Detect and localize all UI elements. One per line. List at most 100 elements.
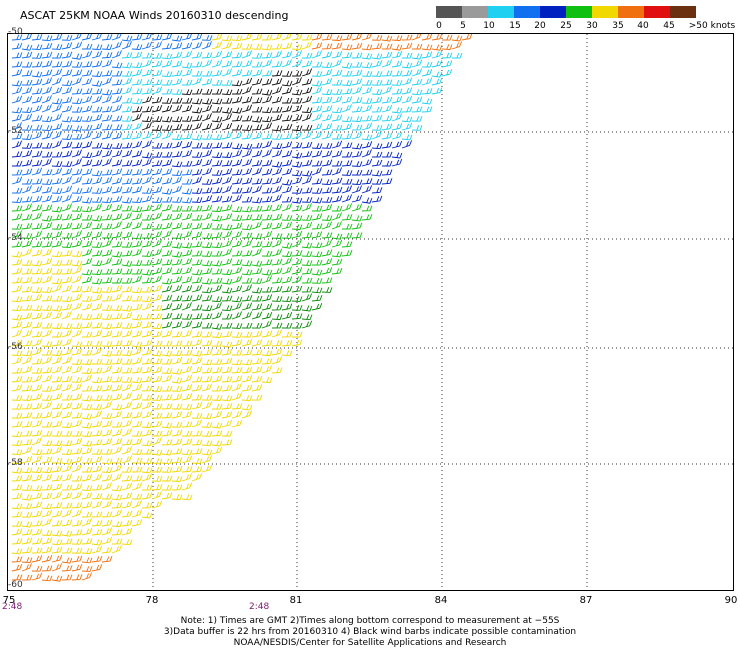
wind-barb	[201, 78, 213, 86]
wind-barb	[201, 305, 213, 312]
wind-barb	[161, 340, 173, 347]
wind-barb	[231, 52, 243, 59]
wind-barb	[181, 104, 193, 113]
wind-barb	[341, 151, 353, 158]
wind-barb	[51, 457, 63, 464]
wind-barb	[221, 419, 233, 428]
wind-barb	[61, 365, 73, 374]
wind-barb	[121, 221, 133, 230]
wind-barb	[11, 548, 23, 555]
wind-barb	[11, 133, 23, 140]
wind-barb	[31, 34, 43, 41]
wind-barb	[81, 527, 93, 536]
wind-barb	[411, 115, 423, 122]
wind-barb	[21, 95, 33, 104]
wind-barb	[331, 50, 343, 59]
wind-barb	[11, 213, 23, 221]
wind-barb	[201, 440, 213, 447]
wind-barb	[161, 259, 173, 266]
wind-barb	[121, 312, 133, 320]
wind-barb	[401, 77, 413, 86]
wind-barb	[142, 394, 153, 401]
wind-barb	[21, 385, 33, 392]
wind-barb	[321, 277, 333, 284]
wind-barb	[71, 491, 83, 500]
wind-barb	[111, 529, 123, 536]
wind-barb	[31, 150, 43, 158]
wind-barb	[191, 331, 203, 338]
wind-barb	[201, 455, 213, 464]
wind-barb	[51, 575, 63, 582]
wind-barb	[161, 394, 173, 401]
wind-barb	[231, 124, 243, 131]
wind-barb	[211, 122, 223, 131]
wind-barb	[101, 169, 113, 176]
wind-barb	[221, 185, 233, 194]
wind-barb	[71, 293, 83, 302]
wind-barb	[351, 150, 363, 158]
wind-barb	[131, 140, 143, 149]
wind-barb	[31, 510, 43, 518]
wind-barb	[191, 152, 203, 158]
wind-barb	[291, 161, 303, 168]
wind-barb	[71, 53, 83, 60]
wind-barb	[201, 449, 213, 456]
wind-barb	[51, 188, 63, 194]
wind-barb	[51, 260, 63, 266]
wind-barb	[211, 311, 223, 320]
wind-barb	[11, 86, 23, 95]
wind-barb	[141, 106, 153, 113]
wind-barb	[251, 394, 263, 401]
wind-barb	[31, 437, 42, 446]
wind-barb	[401, 69, 413, 77]
wind-barb	[121, 350, 133, 357]
wind-barb	[12, 367, 23, 374]
footnote-line: 3)Data buffer is 22 hrs from 20160310 4)…	[163, 627, 577, 637]
wind-barb	[121, 160, 133, 167]
wind-barb	[61, 296, 73, 303]
wind-barb	[91, 313, 103, 320]
wind-barb	[371, 71, 383, 77]
wind-barb	[71, 383, 82, 392]
wind-barb	[211, 446, 223, 455]
wind-barb	[111, 545, 122, 554]
wind-barb	[291, 267, 303, 275]
wind-barb	[261, 178, 273, 185]
wind-barb-field	[8, 34, 733, 590]
wind-barb	[191, 276, 203, 284]
wind-barb	[41, 222, 53, 230]
wind-barb	[331, 89, 343, 95]
wind-barb	[411, 96, 423, 104]
wind-barb	[351, 215, 363, 222]
wind-barb	[71, 313, 83, 320]
wind-barb	[161, 116, 173, 123]
wind-barb	[21, 537, 33, 545]
wind-barb	[371, 151, 383, 158]
wind-barb	[281, 150, 293, 158]
wind-barb	[321, 113, 333, 122]
wind-barb	[211, 88, 223, 95]
wind-barb	[21, 79, 33, 86]
wind-barb	[21, 312, 33, 320]
wind-barb	[321, 239, 333, 248]
wind-barb	[21, 34, 32, 41]
wind-barb	[171, 161, 183, 168]
wind-barb	[61, 250, 73, 257]
wind-barb	[101, 305, 113, 311]
legend-swatch	[436, 6, 462, 18]
wind-barb	[271, 248, 283, 257]
wind-barb	[132, 493, 143, 500]
latitude-label: -56	[8, 342, 23, 352]
wind-barb	[101, 519, 113, 527]
wind-barb	[11, 267, 23, 275]
wind-barb	[71, 286, 83, 293]
wind-barb	[111, 285, 123, 293]
wind-barb	[251, 69, 263, 77]
wind-barb	[31, 159, 43, 167]
wind-barb	[81, 413, 93, 420]
wind-barb	[231, 296, 243, 303]
wind-barb	[331, 186, 343, 194]
wind-barb	[162, 475, 173, 482]
wind-barb	[211, 79, 223, 86]
wind-barb	[221, 439, 233, 446]
